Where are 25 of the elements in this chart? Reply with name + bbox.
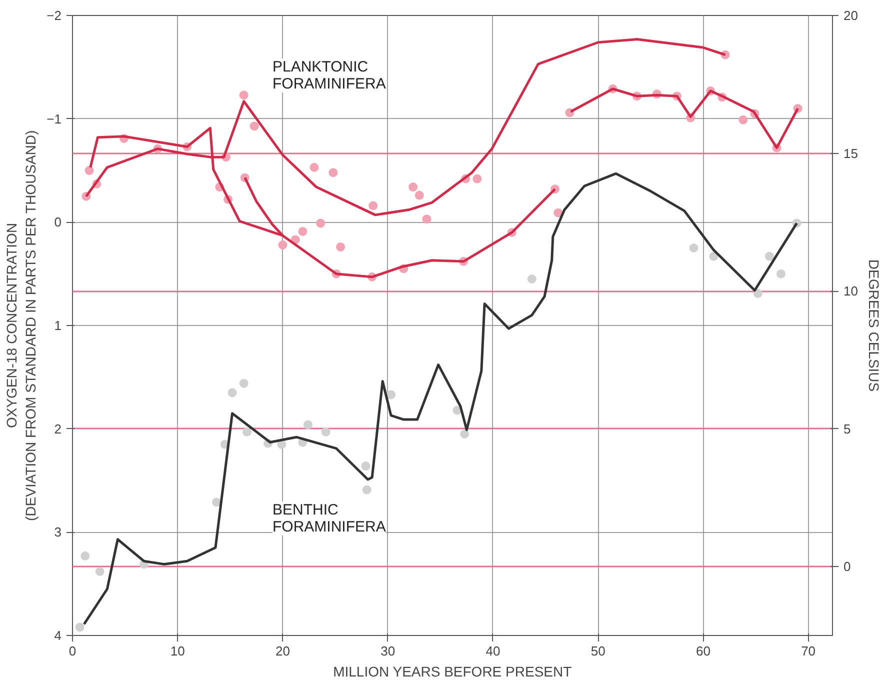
x-axis-title: MILLION YEARS BEFORE PRESENT (333, 664, 572, 680)
y2-tick-label: 0 (844, 559, 851, 574)
y-tick-label: −1 (46, 111, 62, 126)
y-axis-title: OXYGEN-18 CONCENTRATION (DEVIATION FROM STANDARD IN PARTS PER THOUSAND) (3, 130, 39, 521)
y-tick-label: 0 (54, 214, 62, 230)
y-tick-label: −2 (46, 8, 62, 23)
annotation: BENTHIC FORAMINIFERA (272, 502, 386, 536)
x-tick-label: 60 (696, 644, 710, 658)
x-tick-label: 50 (590, 644, 606, 658)
y-tick-label: 3 (54, 524, 62, 540)
y2-axis-title: DEGREES CELSIUS (866, 259, 882, 392)
y-tick-label: 2 (54, 421, 62, 436)
x-tick-label: 0 (68, 644, 76, 658)
y2-tick-label: 20 (844, 8, 858, 23)
annotation: PLANKTONIC FORAMINIFERA (272, 58, 386, 92)
y-tick-label: 1 (54, 318, 62, 333)
x-tick-label: 10 (170, 644, 185, 658)
x-tick-label: 70 (801, 644, 816, 658)
x-tick-label: 30 (380, 644, 396, 658)
x-tick-label: 20 (276, 644, 290, 658)
y2-tick-label: 10 (844, 284, 858, 299)
y2-tick-label: 5 (844, 421, 851, 436)
x-tick-label: 40 (486, 644, 500, 658)
y2-tick-label: 15 (844, 146, 858, 161)
y-tick-label: 4 (54, 628, 62, 643)
